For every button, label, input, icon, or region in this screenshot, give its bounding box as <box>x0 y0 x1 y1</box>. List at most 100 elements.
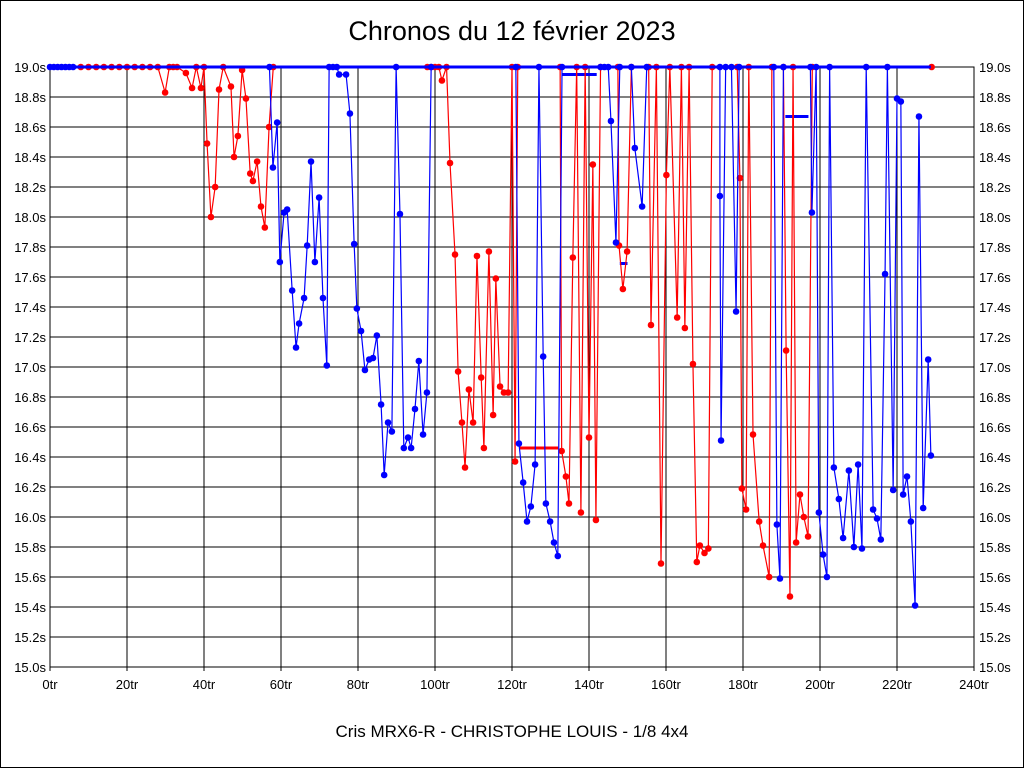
y-tick-label-left: 15.4s <box>14 600 46 615</box>
data-point-red <box>705 545 712 552</box>
data-point-blue <box>889 486 897 494</box>
data-point-red <box>693 558 701 566</box>
data-point-blue <box>357 327 365 335</box>
data-point-blue <box>819 551 827 558</box>
data-point-blue <box>342 71 350 78</box>
data-point-red <box>253 158 261 165</box>
data-point-red <box>786 593 794 600</box>
data-point-red <box>663 171 670 179</box>
data-point-blue <box>881 270 889 278</box>
y-tick-label-left: 15.6s <box>14 570 46 585</box>
data-point-red <box>461 464 469 471</box>
data-point-blue <box>307 158 315 165</box>
x-tick-label: 40tr <box>193 677 216 692</box>
x-tick-label: 60tr <box>270 677 293 692</box>
data-point-red <box>647 321 655 329</box>
y-tick-label-left: 16.2s <box>14 480 46 495</box>
data-point-blue <box>539 353 547 360</box>
data-point-red <box>234 132 242 140</box>
data-point-blue <box>554 552 562 560</box>
data-point-blue <box>869 506 877 513</box>
data-point-blue <box>899 491 907 498</box>
data-point-blue <box>276 258 284 266</box>
x-tick-label: 240tr <box>959 677 989 692</box>
y-tick-label-right: 19.0s <box>979 60 1011 75</box>
data-point-red <box>203 140 211 147</box>
data-point-blue <box>400 444 408 452</box>
data-point-red <box>257 203 265 210</box>
data-point-red <box>473 252 481 260</box>
data-point-blue <box>373 332 381 339</box>
data-point-blue <box>384 419 392 426</box>
data-point-blue <box>300 294 308 302</box>
data-point-blue <box>423 389 431 396</box>
data-point-blue <box>858 545 866 552</box>
data-point-blue <box>807 63 814 71</box>
data-point-blue <box>612 239 620 246</box>
data-point-blue <box>535 63 543 71</box>
data-point-blue <box>531 461 539 468</box>
y-tick-label-right: 16.8s <box>979 390 1011 405</box>
x-tick-label: 180tr <box>728 677 758 692</box>
data-point-red <box>454 368 462 375</box>
data-point-red <box>755 518 763 525</box>
x-tick-label: 200tr <box>805 677 835 692</box>
y-tick-label-left: 17.8s <box>14 240 46 255</box>
y-tick-label-left: 17.2s <box>14 330 46 345</box>
data-point-red <box>696 542 704 549</box>
y-tick-label-left: 16.4s <box>14 450 46 465</box>
data-point-blue <box>392 63 400 71</box>
data-point-blue <box>854 461 862 468</box>
data-point-red <box>673 314 681 321</box>
data-point-blue <box>808 209 816 216</box>
data-point-red <box>197 84 205 92</box>
data-point-blue <box>911 602 919 609</box>
y-tick-label-right: 16.2s <box>979 480 1011 495</box>
data-point-red <box>451 251 459 258</box>
y-tick-label-left: 17.0s <box>14 360 46 375</box>
data-point-blue <box>907 518 915 525</box>
y-tick-label-right: 18.8s <box>979 90 1011 105</box>
data-point-blue <box>924 356 932 363</box>
data-point-blue <box>542 500 550 507</box>
x-tick-label: 220tr <box>882 677 912 692</box>
data-point-red <box>562 473 570 480</box>
y-tick-label-left: 15.0s <box>14 660 46 675</box>
data-point-red <box>749 431 757 438</box>
data-point-blue <box>823 573 831 581</box>
y-tick-label-left: 15.2s <box>14 630 46 645</box>
y-tick-label-right: 15.2s <box>979 630 1011 645</box>
data-point-blue <box>927 452 935 459</box>
data-point-red <box>742 506 750 513</box>
data-point-blue <box>335 71 343 78</box>
data-point-red <box>211 183 219 191</box>
data-point-red <box>792 539 800 546</box>
data-point-blue <box>353 305 361 312</box>
data-point-red <box>681 324 689 332</box>
data-point-blue <box>319 294 327 302</box>
data-point-blue <box>311 258 319 266</box>
x-tick-label: 20tr <box>116 677 139 692</box>
data-point-red <box>215 86 223 93</box>
data-point-red <box>592 516 600 524</box>
x-tick-label: 0tr <box>42 677 58 692</box>
data-point-red <box>492 275 500 282</box>
data-point-blue <box>728 63 735 71</box>
data-point-red <box>230 153 238 161</box>
y-tick-label-right: 16.4s <box>979 450 1011 465</box>
x-tick-label: 100tr <box>420 677 450 692</box>
data-point-blue <box>377 401 385 408</box>
y-tick-label-right: 18.2s <box>979 180 1011 195</box>
data-point-blue <box>396 210 404 218</box>
data-point-red <box>477 374 485 381</box>
data-point-blue <box>269 164 277 171</box>
data-point-red <box>446 159 454 167</box>
y-tick-label-right: 16.6s <box>979 420 1011 435</box>
y-tick-label-right: 15.4s <box>979 600 1011 615</box>
data-point-red <box>465 386 473 393</box>
data-point-blue <box>388 428 396 435</box>
data-point-red <box>246 170 254 177</box>
y-tick-label-left: 19.0s <box>14 60 46 75</box>
data-point-red <box>438 77 446 84</box>
